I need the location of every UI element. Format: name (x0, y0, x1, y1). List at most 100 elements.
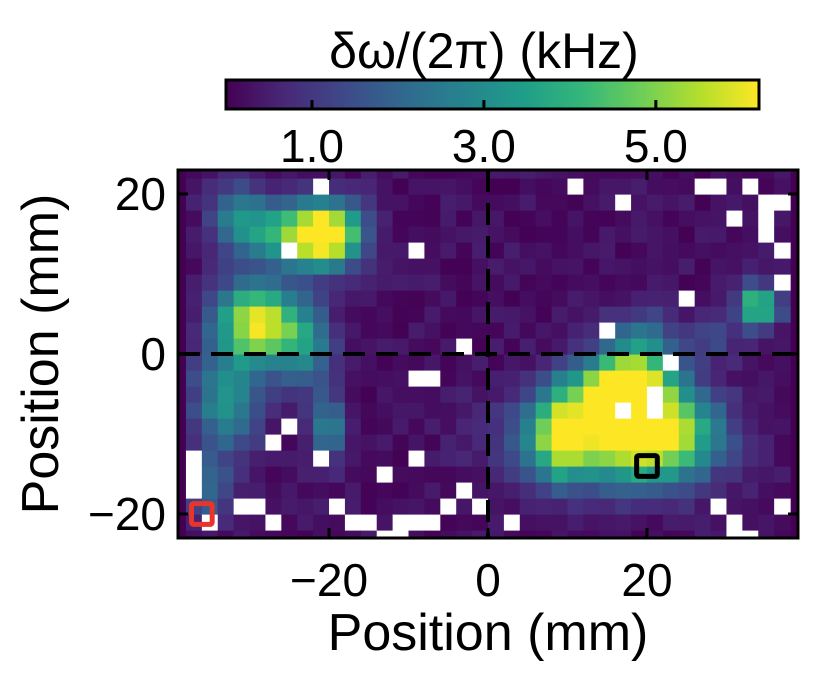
heatmap-cell (726, 402, 743, 419)
heatmap-cell (535, 418, 553, 435)
heatmap-cell (360, 210, 378, 227)
heatmap-cell (742, 338, 759, 355)
heatmap-cell (360, 370, 378, 387)
heatmap-cell (535, 290, 553, 307)
heatmap-cell (726, 386, 743, 403)
heatmap-cell (281, 514, 298, 531)
heatmap-cell (233, 402, 251, 419)
plot-area: −20 0 20 20 0 −20 (88, 168, 800, 606)
heatmap-cell (472, 322, 489, 339)
heatmap-cell (678, 450, 696, 467)
heatmap-cell (742, 210, 759, 227)
heatmap-cell (265, 402, 282, 419)
heatmap-cell (392, 338, 410, 355)
heatmap-cell (599, 370, 616, 387)
heatmap-cell (694, 170, 712, 179)
heatmap-cell (265, 274, 282, 291)
heatmap-cell (646, 306, 664, 323)
heatmap-cell (488, 482, 505, 499)
heatmap-cell (217, 498, 235, 515)
heatmap-cell (567, 482, 584, 499)
heatmap-cell (217, 170, 235, 179)
heatmap-cell (694, 194, 712, 211)
heatmap-cell (567, 274, 584, 291)
heatmap-cell (678, 274, 696, 291)
heatmap-cell (297, 322, 314, 339)
heatmap-cell (440, 306, 457, 323)
heatmap-cell (710, 450, 728, 467)
heatmap-cell (519, 338, 537, 355)
heatmap-cell (646, 210, 664, 227)
heatmap-cell (774, 386, 791, 403)
heatmap-cell (774, 338, 791, 355)
heatmap-cell (503, 322, 521, 339)
heatmap-cell (615, 338, 632, 355)
heatmap-cell (360, 258, 378, 275)
heatmap-cell (344, 450, 362, 467)
heatmap-cell (424, 178, 441, 195)
heatmap-cell (583, 434, 600, 451)
heatmap-cell (694, 226, 712, 243)
heatmap-cell (694, 402, 712, 419)
heatmap-cell (503, 170, 521, 179)
heatmap-cell (662, 178, 680, 195)
heatmap-cell (265, 290, 282, 307)
heatmap-cell (217, 226, 235, 243)
heatmap-cell (774, 290, 791, 307)
heatmap-cell (599, 194, 616, 211)
heatmap-cell (440, 338, 457, 355)
heatmap-cell (567, 386, 584, 403)
heatmap-cell (662, 210, 680, 227)
heatmap-cell (646, 242, 664, 259)
heatmap-cell (519, 306, 537, 323)
heatmap-cell (440, 386, 457, 403)
heatmap-cell (599, 274, 616, 291)
heatmap-cell (344, 402, 362, 419)
heatmap-cell (408, 530, 426, 538)
heatmap-cell (551, 482, 569, 499)
heatmap-cell (233, 530, 251, 538)
heatmap-cell (217, 338, 235, 355)
heatmap-cell-missing (185, 482, 203, 499)
heatmap-cell (678, 242, 696, 259)
heatmap-cell (297, 466, 314, 483)
heatmap-cell (424, 290, 441, 307)
heatmap-cell (567, 242, 584, 259)
heatmap-cell (631, 402, 648, 419)
heatmap-cell (313, 194, 330, 211)
heatmap-cell (360, 242, 378, 259)
heatmap-cell (742, 274, 759, 291)
heatmap-cell (201, 210, 219, 227)
heatmap-cell (456, 354, 473, 371)
heatmap-cell (297, 274, 314, 291)
heatmap-cell (329, 290, 346, 307)
heatmap-cell (376, 338, 394, 355)
heatmap-cell (535, 434, 553, 451)
heatmap-cell (742, 466, 759, 483)
heatmap-cell-missing (774, 274, 791, 291)
heatmap-cell (233, 482, 251, 499)
heatmap-cell (217, 514, 235, 531)
heatmap-cell (503, 290, 521, 307)
heatmap-cell (201, 306, 219, 323)
heatmap-cell (742, 354, 759, 371)
heatmap-cell (265, 306, 282, 323)
black-square-marker (634, 453, 660, 479)
heatmap-cell-missing (456, 338, 473, 355)
heatmap-cell (583, 402, 600, 419)
heatmap-cell-missing (233, 498, 251, 515)
heatmap-cell (551, 530, 569, 538)
heatmap-cell (535, 322, 553, 339)
heatmap-cell (726, 242, 743, 259)
heatmap-cell (424, 322, 441, 339)
heatmap-cell (583, 514, 600, 531)
heatmap-cell (281, 258, 298, 275)
heatmap-cell (360, 290, 378, 307)
heatmap-cell (376, 402, 394, 419)
heatmap-cell-missing (313, 178, 330, 195)
heatmap-cell (488, 402, 505, 419)
heatmap-cell (774, 434, 791, 451)
heatmap-cell (519, 498, 537, 515)
heatmap-cell (503, 274, 521, 291)
heatmap-cell (694, 258, 712, 275)
